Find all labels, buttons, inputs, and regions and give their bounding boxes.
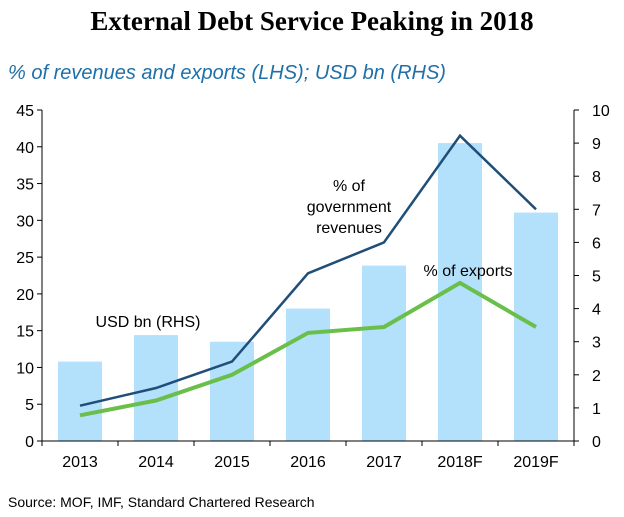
series-line-government-revenues xyxy=(79,133,537,407)
x-tick-label-2019F: 2019F xyxy=(513,454,559,471)
gov-annotation-line: government xyxy=(307,199,392,216)
bars-group xyxy=(58,143,558,441)
x-tick-label-2017: 2017 xyxy=(366,454,402,471)
chart-subtitle: % of revenues and exports (LHS); USD bn … xyxy=(8,62,446,84)
right-tick-label: 4 xyxy=(592,302,601,319)
right-tick-label: 7 xyxy=(592,202,601,219)
x-tick-label-2016: 2016 xyxy=(290,454,326,471)
bars-annotation: USD bn (RHS) xyxy=(96,314,201,331)
right-tick-label: 2 xyxy=(592,368,601,385)
right-tick-label: 10 xyxy=(592,103,610,120)
left-tick-label: 25 xyxy=(16,250,34,267)
bar-2015 xyxy=(210,341,254,441)
x-tick-label-2013: 2013 xyxy=(62,454,98,471)
series-line-exports xyxy=(79,280,538,418)
x-tick-label-2018F: 2018F xyxy=(437,454,483,471)
labels-group: USD bn (RHS) % of government revenues % of e… xyxy=(96,178,513,331)
left-tick-label: 0 xyxy=(25,434,34,451)
right-tick-label: 1 xyxy=(592,401,601,418)
right-tick-label: 6 xyxy=(592,235,601,252)
x-tick-label-2014: 2014 xyxy=(138,454,174,471)
left-tick-label: 10 xyxy=(16,360,34,377)
left-tick-label: 35 xyxy=(16,177,34,194)
left-tick-label: 20 xyxy=(16,287,34,304)
gov-annotation-line: % of xyxy=(333,178,366,195)
right-tick-label: 8 xyxy=(592,169,601,186)
left-tick-label: 40 xyxy=(16,140,34,157)
left-tick-label: 15 xyxy=(16,324,34,341)
left-tick-label: 45 xyxy=(16,103,34,120)
right-tick-label: 0 xyxy=(592,434,601,451)
source-note: Source: MOF, IMF, Standard Chartered Res… xyxy=(8,494,315,510)
chart-title: External Debt Service Peaking in 2018 xyxy=(90,6,534,36)
lines-group xyxy=(79,133,538,418)
bar-2016 xyxy=(286,308,330,441)
left-tick-label: 5 xyxy=(25,397,34,414)
right-tick-label: 5 xyxy=(592,269,601,286)
bar-2017 xyxy=(362,265,406,441)
left-tick-label: 30 xyxy=(16,213,34,230)
x-tick-label-2015: 2015 xyxy=(214,454,250,471)
gov-annotation-line: revenues xyxy=(316,220,382,237)
right-tick-label: 3 xyxy=(592,335,601,352)
exports-annotation: % of exports xyxy=(424,263,513,280)
right-tick-label: 9 xyxy=(592,136,601,153)
